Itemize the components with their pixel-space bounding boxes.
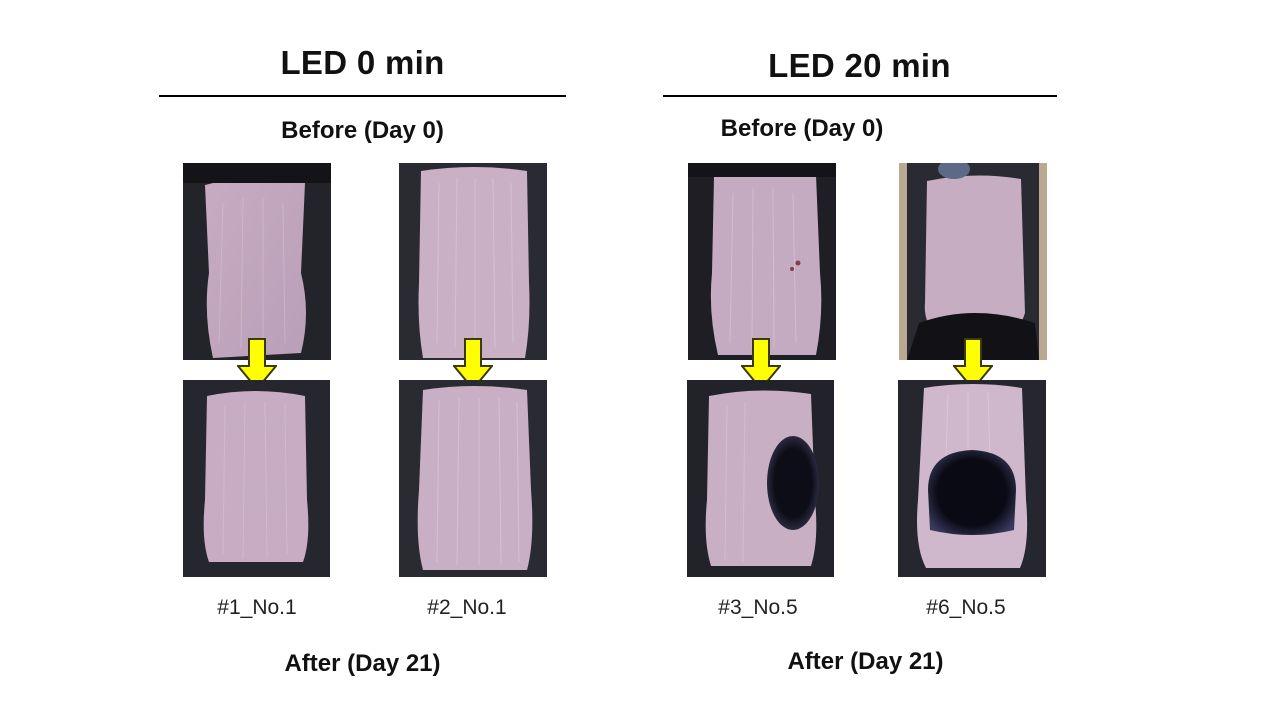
arrow-down-icon	[741, 338, 781, 390]
group-divider-led-0	[159, 95, 566, 97]
group-divider-led-20	[663, 95, 1057, 97]
subject-label: #1_No.1	[217, 596, 297, 619]
group-title-led-20: LED 20 min	[768, 47, 951, 84]
subject-label: #6_No.5	[926, 596, 1006, 619]
arrow-down-icon	[453, 338, 493, 390]
subject-label: #2_No.1	[427, 596, 507, 619]
photo-after-1	[183, 380, 330, 577]
photo-after-3	[687, 380, 834, 577]
photo-before-2	[399, 163, 547, 360]
arrow-down-icon	[953, 338, 993, 390]
photo-before-3	[688, 163, 836, 360]
before-label-led-20: Before (Day 0)	[720, 115, 884, 142]
photo-after-6	[898, 380, 1046, 577]
photo-before-1	[183, 163, 331, 360]
arrow-down-icon	[237, 338, 277, 390]
photo-before-6	[899, 163, 1047, 360]
after-label-led-0: After (Day 21)	[284, 650, 441, 677]
group-title-led-0: LED 0 min	[280, 44, 445, 81]
after-label-led-20: After (Day 21)	[787, 648, 944, 675]
photo-after-2	[399, 380, 547, 577]
subject-label: #3_No.5	[718, 596, 798, 619]
before-label-led-0: Before (Day 0)	[281, 117, 444, 144]
